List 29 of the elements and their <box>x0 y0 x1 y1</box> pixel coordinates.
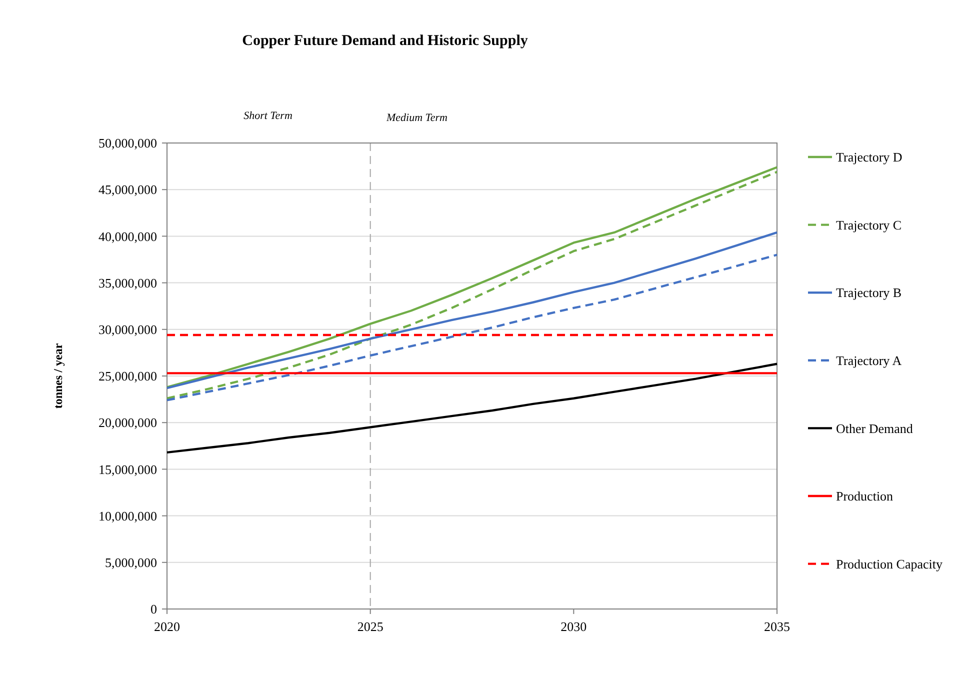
y-tick-label: 0 <box>150 602 157 617</box>
chart-title: Copper Future Demand and Historic Supply <box>242 33 528 49</box>
y-tick-label: 45,000,000 <box>98 182 157 198</box>
y-tick-label: 5,000,000 <box>105 554 157 570</box>
y-tick-label: 50,000,000 <box>98 136 157 151</box>
text: Medium Term <box>385 112 448 124</box>
y-tick-label: 25,000,000 <box>98 368 157 384</box>
line-series <box>166 231 778 390</box>
x-tick-label: 2025 <box>357 619 384 634</box>
x-tick-label: 2020 <box>154 619 180 634</box>
y-tick-label: 20,000,000 <box>98 415 157 430</box>
y-tick-label: 40,000,000 <box>98 228 157 244</box>
x-tick-label: 2035 <box>764 619 790 634</box>
y-axis-title: tonnes / year <box>51 342 65 409</box>
legend-label: Trajectory C <box>836 217 902 232</box>
y-tick-label: 30,000,000 <box>98 322 157 337</box>
y-tick-label: 35,000,000 <box>98 275 157 290</box>
line-series <box>166 254 778 402</box>
x-tick-label: 2030 <box>560 619 587 634</box>
legend-label: Trajectory A <box>836 352 902 368</box>
y-tick-label: 10,000,000 <box>98 508 157 524</box>
y-tick-label: 15,000,000 <box>98 462 157 477</box>
legend-label: Trajectory D <box>836 150 902 165</box>
legend-label: Trajectory B <box>836 285 902 300</box>
legend-label: Production Capacity <box>836 556 944 572</box>
line-series <box>166 362 778 454</box>
legend-label: Production <box>836 488 894 504</box>
text: Short Term <box>244 110 292 122</box>
legend-label: Other Demand <box>836 420 914 436</box>
